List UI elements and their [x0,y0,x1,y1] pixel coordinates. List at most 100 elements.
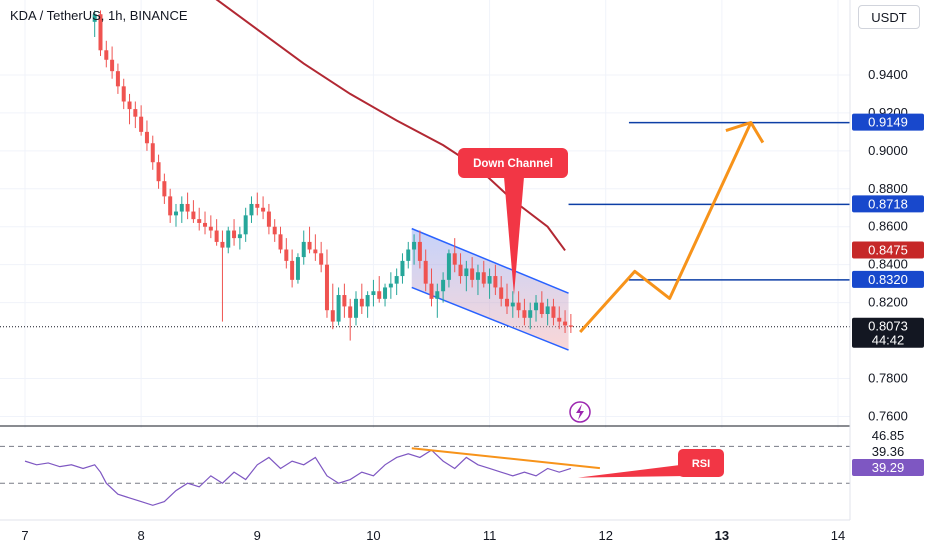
price-label-text: 0.8718 [868,196,908,211]
candle-body [568,325,573,327]
rsi-badge [678,449,724,477]
candle-body [203,222,208,227]
candle [539,291,544,318]
candle [528,302,533,330]
candle [406,241,411,269]
candle-body [139,116,144,132]
candle-body [319,253,324,265]
candle [278,226,283,254]
candle [243,207,248,242]
candle-body [563,321,568,326]
candle-body [452,253,457,265]
candle [266,203,271,235]
candle-body [539,302,544,315]
price-tick-label: 0.9400 [868,67,908,82]
candle-body [429,283,434,299]
candle-body [557,317,562,322]
candle [261,196,266,220]
chart-title: KDA / TetherUS, 1h, BINANCE [10,8,188,23]
candle-body [412,241,417,250]
price-label-text: 0.9149 [868,115,908,130]
candle [237,226,242,250]
lightning-icon[interactable] [569,401,591,423]
candle [534,295,539,322]
candle-body [150,143,155,163]
candle-body [197,219,202,223]
candle-body [522,310,527,318]
candle-body [371,291,376,296]
candle [563,310,568,333]
price-label-box [852,241,924,259]
candle-body [336,295,341,322]
price-tick-label: 0.8800 [868,181,908,196]
candle [510,291,515,318]
price-label-box [852,113,924,131]
time-tick-label: 10 [366,528,380,543]
candle-body [423,260,428,284]
candle-body [144,131,149,144]
price-label-box [852,270,924,288]
candle [330,283,335,330]
candle [499,276,504,307]
candle [121,78,126,110]
candle-body [534,302,539,311]
candle [545,298,550,326]
time-tick-label: 8 [138,528,145,543]
candle [383,283,388,307]
callout-group: Down Channel [458,148,568,296]
projection-line [579,121,753,334]
candle-body [330,310,335,322]
candle-body [324,264,329,311]
candle [226,226,231,254]
candle-body [528,310,533,318]
ma-line [215,0,566,252]
candle [423,249,428,292]
candle [313,234,318,261]
candle-body [301,241,306,258]
price-label-box [852,317,924,348]
candle [475,264,480,296]
candle-body [133,109,138,117]
candle [133,101,138,129]
candle [307,226,312,254]
time-tick-label: 14 [831,528,845,543]
candle-body [406,249,411,261]
candle-body [237,234,242,239]
candle-body [249,203,254,216]
candle-body [441,279,446,292]
candle [127,93,132,125]
candle-body [173,211,178,216]
callout-box [458,148,568,178]
candle [342,283,347,318]
horizontal-levels [0,121,850,328]
candle-body [516,302,521,311]
candle-body [435,291,440,299]
candle [185,192,190,220]
candle-body [470,268,475,280]
candle-body [446,253,451,280]
price-tick-label: 0.8400 [868,257,908,272]
candle [98,10,103,56]
candle [173,203,178,227]
time-tick-label: 7 [21,528,28,543]
candle-body [232,230,237,239]
candle [249,196,254,223]
candle [255,192,260,216]
candle-body [551,306,556,318]
rsi-trend-line [411,447,601,470]
candle [464,260,469,292]
candle [168,188,173,223]
candle [144,120,149,151]
rsi-badge-group: RSI [578,449,724,478]
candle [104,40,109,68]
rsi-line [24,449,572,506]
candle [115,63,120,94]
candle-body [394,276,399,284]
candle-body [185,203,190,212]
candle-body [266,211,271,227]
currency-button[interactable]: USDT [858,5,920,29]
candle [481,260,486,288]
candle [150,135,155,170]
